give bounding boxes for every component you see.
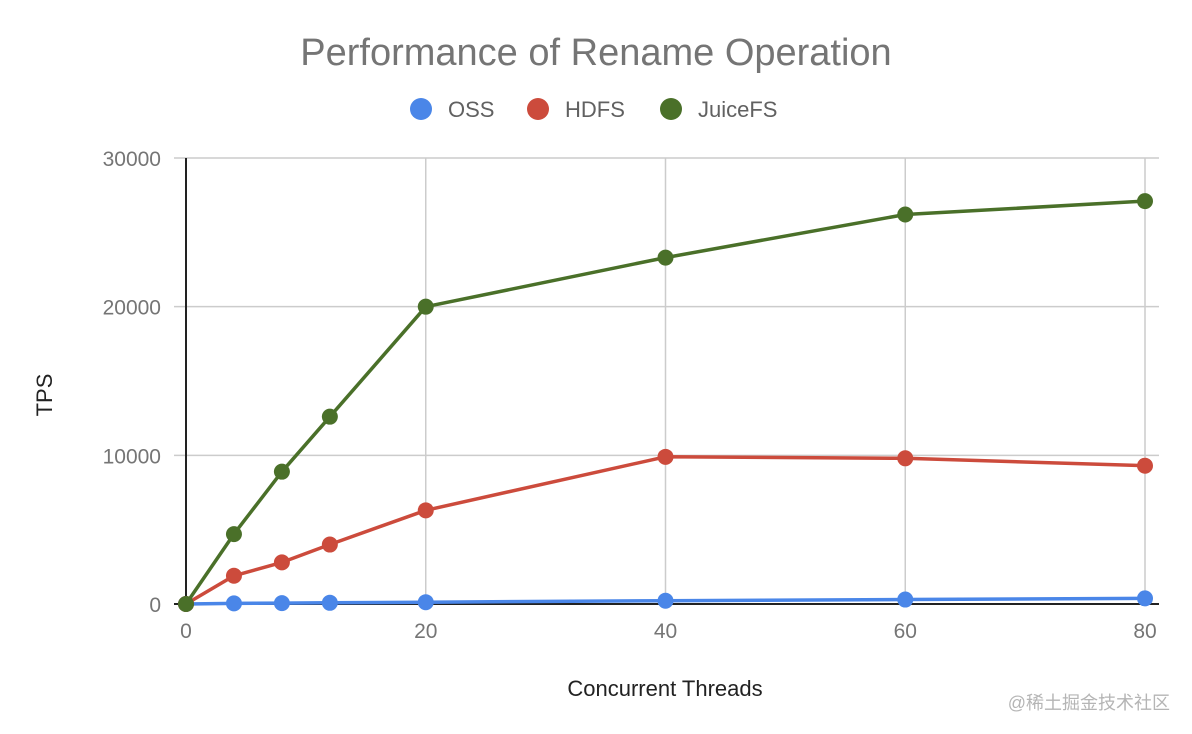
data-point-oss xyxy=(897,591,914,608)
x-tick-label: 60 xyxy=(894,620,917,643)
data-point-hdfs xyxy=(225,567,242,584)
data-point-hdfs xyxy=(1137,457,1153,474)
series-oss xyxy=(178,590,1153,612)
data-point-juicefs xyxy=(321,408,338,425)
data-point-hdfs xyxy=(417,502,434,519)
y-tick-label: 30000 xyxy=(103,148,161,171)
data-point-juicefs xyxy=(1137,193,1153,210)
data-point-hdfs xyxy=(321,536,338,553)
data-point-oss xyxy=(273,595,290,612)
data-point-juicefs xyxy=(178,596,194,612)
x-tick-label: 0 xyxy=(180,620,192,643)
legend-item-juicefs: JuiceFS xyxy=(660,97,777,122)
y-tick-label: 20000 xyxy=(103,297,161,320)
axes xyxy=(174,158,1159,606)
legend: OSS HDFS JuiceFS xyxy=(410,97,777,122)
y-axis-title: TPS xyxy=(32,374,57,417)
legend-item-hdfs: HDFS xyxy=(527,97,625,122)
watermark-text: @稀土掘金技术社区 xyxy=(1008,693,1170,713)
series-juicefs xyxy=(178,193,1153,612)
data-point-juicefs xyxy=(417,298,434,315)
grid xyxy=(174,157,1159,604)
x-tick-label: 40 xyxy=(654,620,677,643)
data-point-hdfs xyxy=(273,554,290,571)
legend-label: HDFS xyxy=(565,97,625,122)
legend-swatch xyxy=(660,98,682,120)
x-tick-label: 20 xyxy=(414,620,437,643)
data-point-oss xyxy=(657,592,674,609)
legend-swatch xyxy=(410,98,432,120)
data-point-juicefs xyxy=(273,463,290,480)
data-point-oss xyxy=(321,594,338,611)
data-point-juicefs xyxy=(657,249,674,266)
data-point-oss xyxy=(225,595,242,612)
data-point-oss xyxy=(417,594,434,611)
legend-swatch xyxy=(527,98,549,120)
x-tick-label: 80 xyxy=(1133,620,1156,643)
data-point-juicefs xyxy=(897,206,914,223)
legend-label: OSS xyxy=(448,97,494,122)
x-axis-title: Concurrent Threads xyxy=(567,676,762,701)
data-point-hdfs xyxy=(657,448,674,465)
y-tick-label: 10000 xyxy=(103,445,161,468)
series-line-hdfs xyxy=(184,455,1147,606)
y-tick-label: 0 xyxy=(149,594,161,617)
series-layer xyxy=(178,193,1153,612)
series-line-juicefs xyxy=(184,199,1147,606)
tick-labels: 0 10000 20000 30000 0 20 40 60 80 xyxy=(103,148,1157,643)
data-point-juicefs xyxy=(225,526,242,543)
chart-title: Performance of Rename Operation xyxy=(300,32,891,74)
legend-label: JuiceFS xyxy=(698,97,777,122)
data-point-oss xyxy=(1137,590,1153,607)
legend-item-oss: OSS xyxy=(410,97,494,122)
data-point-hdfs xyxy=(897,450,914,467)
